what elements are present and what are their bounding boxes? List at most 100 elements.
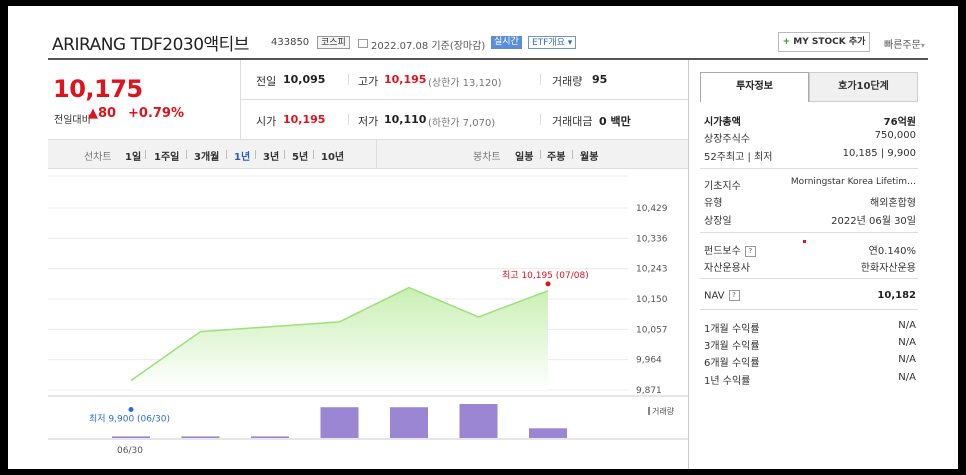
tab-order-book[interactable]: 호가10단계 [809, 72, 918, 102]
volume-label: 거래량 [652, 406, 675, 416]
header-divider [48, 58, 928, 60]
period-1y[interactable]: 1년 [234, 152, 251, 163]
candle-chart-label: 봉차트 [473, 152, 501, 163]
period-1d[interactable]: 1일 [125, 152, 142, 163]
candle-weekly[interactable]: 주봉 [547, 152, 566, 163]
volume-bar [320, 407, 359, 438]
volume-bar [459, 404, 498, 438]
tab-investment-info[interactable]: 투자정보 [700, 72, 809, 102]
listing-date-value: 2022년 06월 30일 [831, 216, 916, 227]
divider [540, 114, 541, 125]
volume-bar [390, 407, 428, 438]
period-3y[interactable]: 3년 [263, 152, 280, 163]
price-area [131, 287, 548, 390]
volume-label: 거래량 [552, 75, 583, 88]
high-value: 10,195 [384, 73, 427, 86]
stock-code: 433850 [271, 37, 310, 48]
period-3m[interactable]: 3개월 [194, 152, 220, 163]
x-tick-label: 06/30 [117, 446, 143, 456]
plus-icon: + [782, 37, 791, 47]
return-3m-value: N/A [898, 337, 916, 348]
quick-order-label: 빠른주문 [884, 40, 921, 51]
return-1y-value: N/A [898, 372, 916, 383]
y-tick-label: 9,871 [636, 386, 662, 396]
help-icon[interactable]: ? [744, 245, 756, 257]
base-index-label: 기초지수 [704, 181, 741, 192]
stock-page: ARIRANG TDF2030액티브 433850 코스피 2022.07.08… [8, 6, 958, 469]
realtime-button[interactable]: 실시간 [491, 36, 522, 49]
week52-value: 10,185 | 9,900 [842, 148, 916, 159]
trade-value-value: 0 백만 [599, 115, 631, 128]
etf-overview-label: ETF개요 [532, 38, 565, 48]
fund-fee-label: 펀드보수? [704, 242, 756, 257]
period-5y[interactable]: 5년 [292, 152, 309, 163]
return-1m-label: 1개월 수익률 [704, 324, 760, 335]
nav-label: NAV? [704, 290, 740, 302]
lower-limit: (하한가 7,070) [428, 118, 496, 129]
prev-close-label: 전일 [256, 75, 277, 88]
candle-monthly[interactable]: 월봉 [580, 152, 599, 163]
period-1w[interactable]: 1주일 [154, 152, 180, 163]
return-3m-label: 3개월 수익률 [704, 341, 760, 352]
divider [348, 114, 349, 125]
volume-bar [529, 428, 567, 438]
volume-legend-icon [648, 407, 650, 415]
divider [348, 74, 349, 85]
line-chart-label: 선차트 [84, 152, 112, 163]
low-label: 저가 [358, 115, 379, 128]
type-label: 유형 [704, 198, 723, 209]
shares-label: 상장주식수 [704, 134, 750, 145]
volume-bar [251, 436, 289, 438]
change-label: 전일대비 [54, 115, 91, 126]
change-percent: +0.79% [128, 106, 184, 121]
asset-manager-value: 한화자산운용 [860, 263, 916, 274]
base-index-value: Morningstar Korea Lifetim… [790, 177, 916, 187]
return-1y-label: 1년 수익률 [704, 376, 751, 387]
volume-bar [181, 436, 220, 438]
return-6m-value: N/A [898, 354, 916, 365]
current-price: 10,175 [53, 75, 143, 103]
market-cap-label: 시가총액 [704, 117, 741, 128]
high-annotation: 최고 10,195 (07/08) [502, 270, 589, 281]
low-annotation: 최저 9,900 (06/30) [89, 414, 170, 425]
nav-value: 10,182 [877, 290, 916, 301]
open-label: 시가 [256, 115, 277, 128]
low-value: 10,110 [384, 113, 427, 126]
change-value: ▲80 [88, 106, 117, 121]
help-icon[interactable]: ? [728, 290, 740, 301]
high-label: 고가 [358, 75, 379, 88]
add-mystock-label: MY STOCK 추가 [793, 37, 866, 47]
volume-bar [112, 436, 150, 438]
prev-close-value: 10,095 [283, 73, 326, 86]
y-tick-label: 10,243 [636, 265, 668, 275]
dot-marker [803, 240, 806, 243]
y-tick-label: 9,964 [636, 356, 662, 366]
volume-value: 95 [592, 73, 608, 86]
y-tick-label: 10,429 [636, 204, 668, 214]
calendar-icon [358, 39, 368, 48]
high-marker [545, 281, 551, 287]
page-title: ARIRANG TDF2030액티브 [52, 35, 249, 55]
price-line [130, 286, 549, 382]
low-marker [128, 407, 134, 413]
market-cap-value: 76억원 [883, 117, 916, 128]
quick-order-dropdown[interactable]: 빠른주문▾ [884, 36, 925, 51]
return-6m-label: 6개월 수익률 [704, 358, 760, 369]
listing-date-label: 상장일 [704, 216, 732, 227]
chart-period-bar: 선차트 1일 1주일 3개월 1년 3년 5년 10년 봉차트 일봉 주봉 월봉 [48, 139, 688, 169]
week52-label: 52주최고 | 최저 [704, 152, 773, 163]
y-tick-label: 10,150 [636, 295, 668, 305]
add-mystock-button[interactable]: + MY STOCK 추가 [778, 32, 870, 52]
fund-fee-value: 연0.140% [868, 246, 916, 257]
trade-value-label: 거래대금 [552, 115, 593, 128]
asset-manager-label: 자산운용사 [704, 263, 750, 274]
market-badge: 코스피 [317, 36, 350, 49]
y-tick-label: 10,336 [636, 234, 668, 244]
candle-daily[interactable]: 일봉 [515, 152, 534, 163]
upper-limit: (상한가 13,120) [428, 78, 502, 89]
chevron-down-icon: ▾ [920, 41, 925, 50]
etf-overview-dropdown[interactable]: ETF개요 ▾ [528, 36, 577, 49]
divider [240, 99, 688, 100]
period-10y[interactable]: 10년 [321, 152, 345, 163]
y-tick-label: 10,057 [636, 325, 668, 335]
